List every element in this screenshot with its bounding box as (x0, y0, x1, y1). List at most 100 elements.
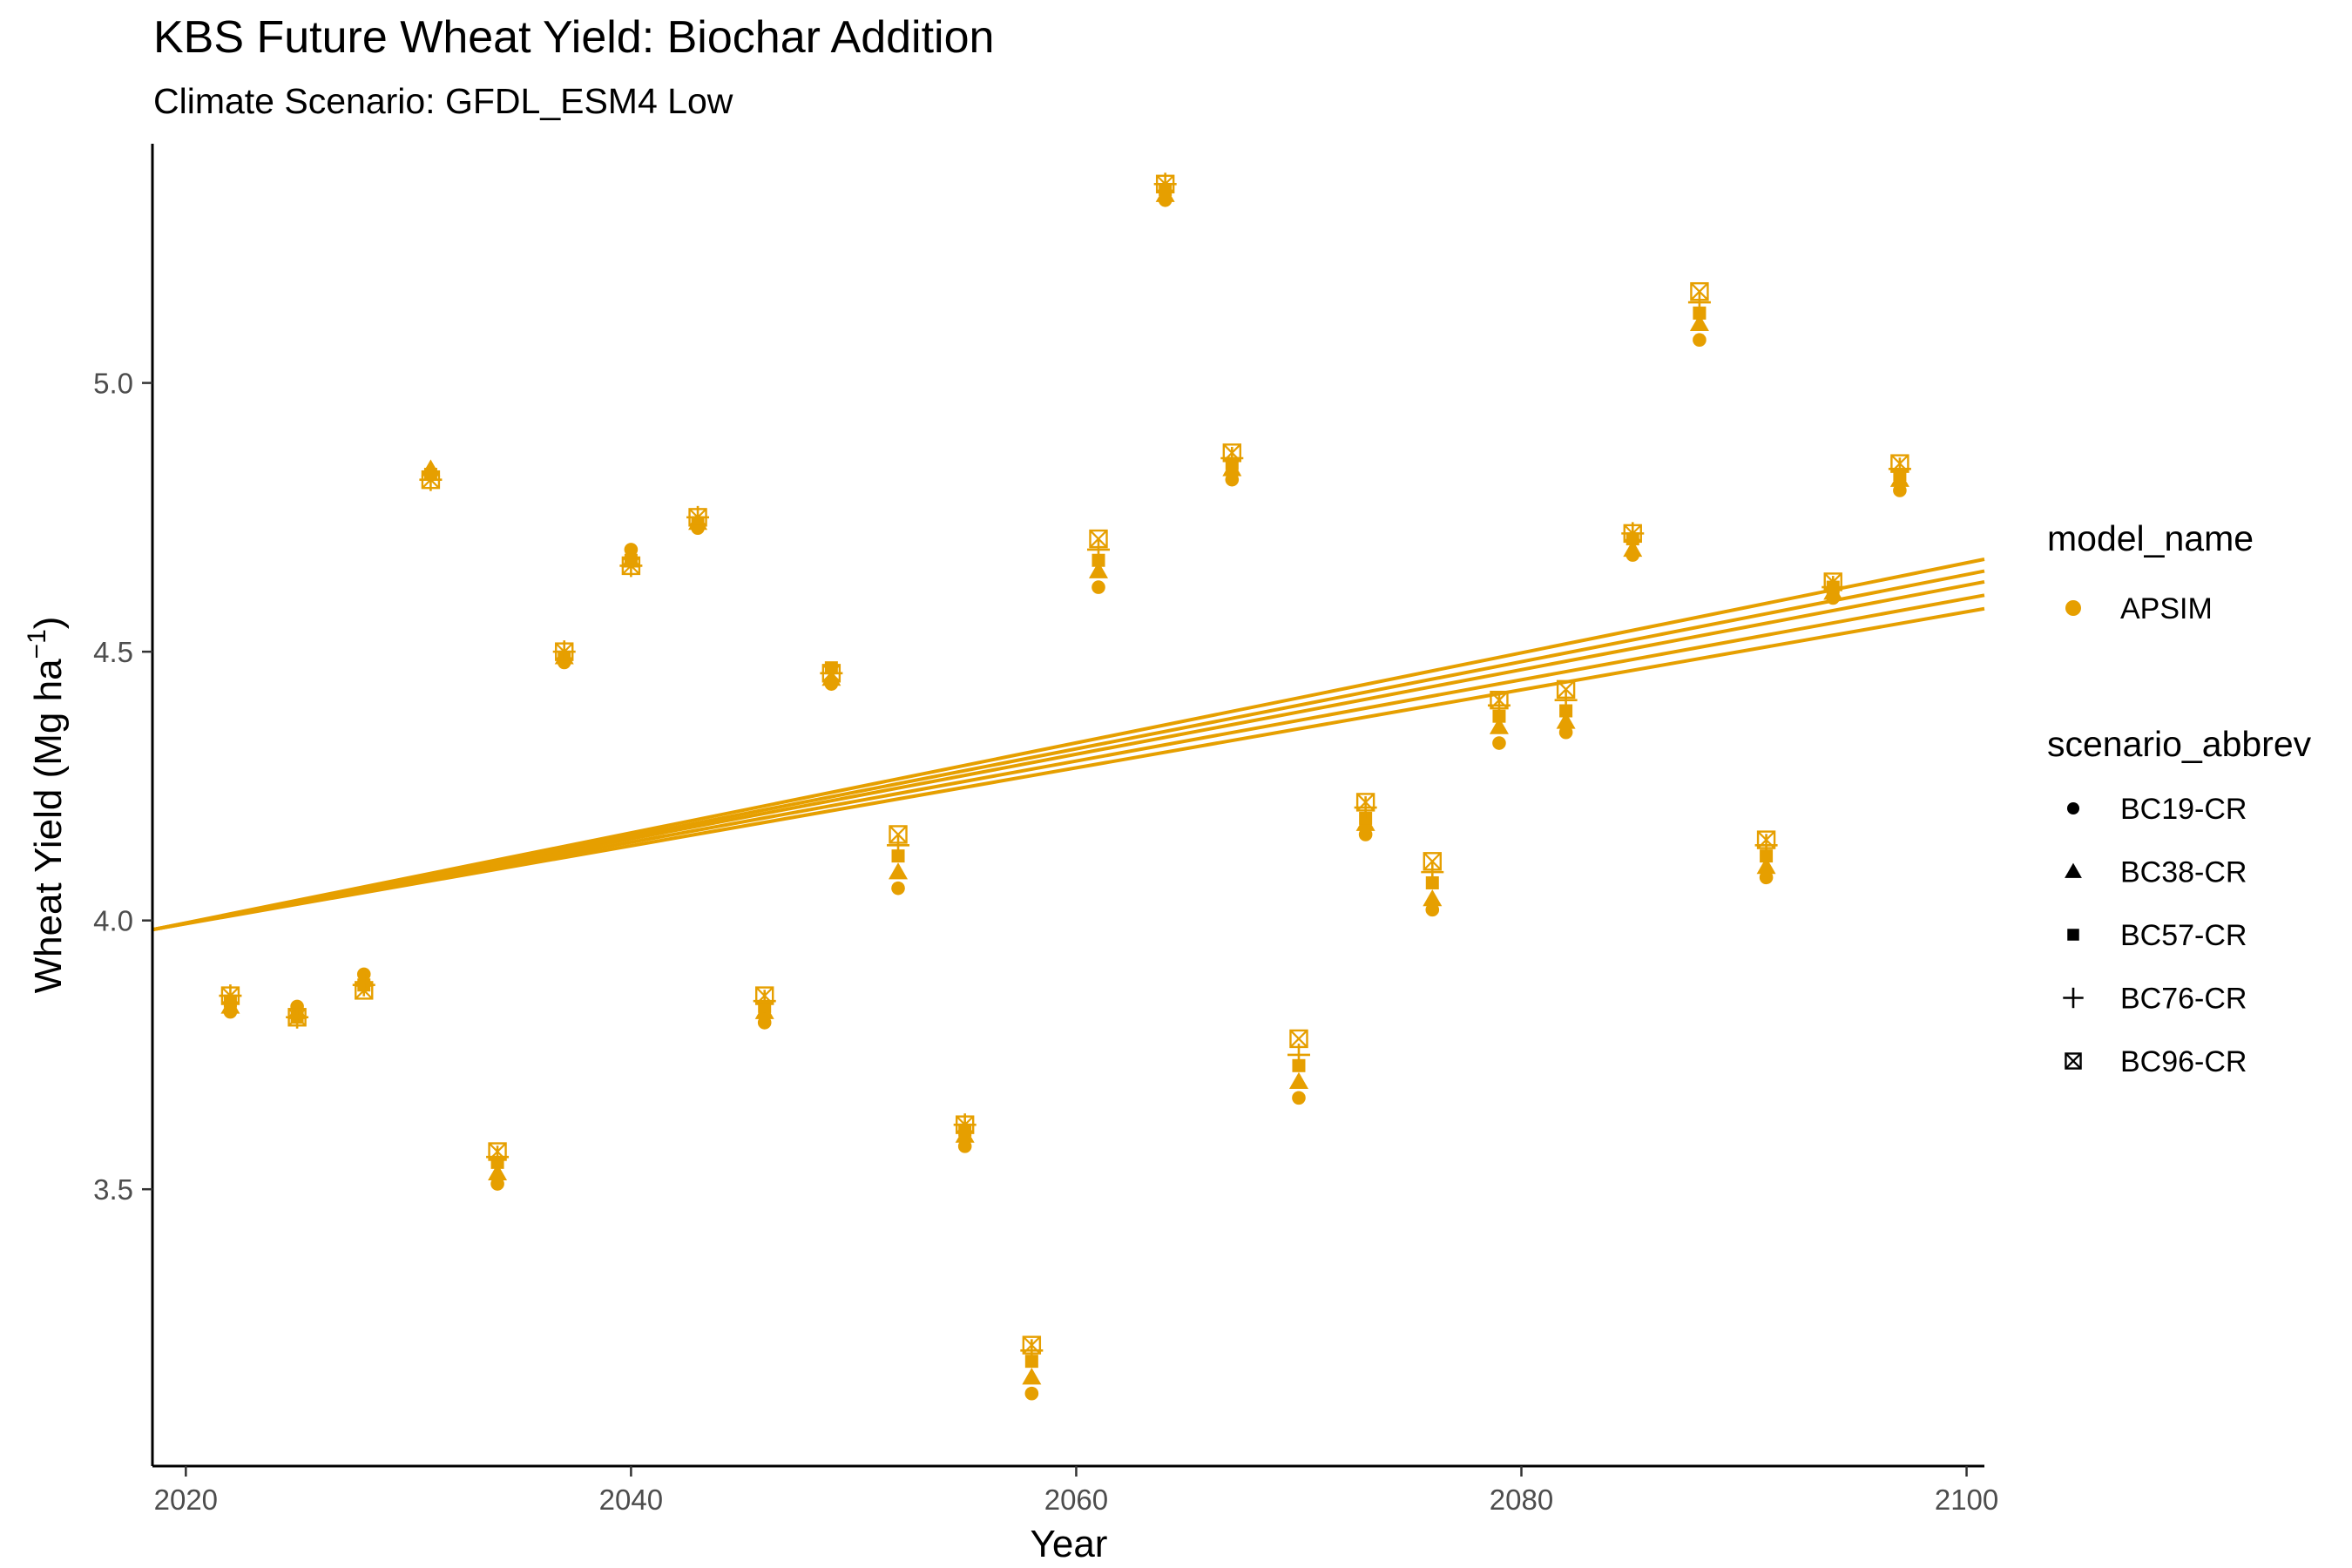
y-tick-label: 4.0 (93, 905, 133, 937)
data-point (1088, 561, 1108, 578)
legend-scenario-label: BC76-CR (2120, 983, 2247, 1016)
legend-scenario-key (2063, 987, 2084, 1009)
data-point (821, 664, 841, 683)
legend-scenario-key (2066, 801, 2080, 815)
data-point (688, 508, 707, 527)
data-point (1689, 314, 1709, 331)
data-point (757, 1016, 772, 1030)
data-point (1225, 472, 1240, 487)
data-point (1489, 717, 1509, 734)
legend-scenario-entry: BC57-CR (2067, 919, 2247, 952)
data-point (1086, 537, 1110, 561)
data-point (1756, 830, 1776, 849)
data-point (957, 1139, 972, 1153)
data-point (1423, 889, 1443, 907)
legend-scenario-entry: BC76-CR (2063, 983, 2247, 1016)
data-point (1893, 483, 1907, 497)
data-point (1556, 679, 1576, 700)
legend-model-entry: APSIM (2065, 592, 2213, 625)
y-tick-label: 4.5 (93, 636, 133, 668)
data-point (1355, 793, 1375, 812)
data-point (1756, 856, 1776, 875)
data-point (1425, 902, 1440, 917)
data-point (1687, 291, 1711, 314)
data-point (1558, 725, 1573, 740)
data-point (624, 543, 639, 557)
trend-lines (152, 558, 1985, 932)
data-point (891, 881, 905, 896)
legend-scenario-key (2065, 862, 2082, 878)
y-tick-label: 5.0 (93, 368, 133, 400)
data-point (1024, 1386, 1039, 1401)
data-point (1554, 688, 1578, 712)
data-point (1693, 333, 1707, 348)
data-point (1022, 1368, 1042, 1385)
data-point (887, 834, 910, 857)
data-point (1421, 861, 1444, 884)
data-point (1289, 1029, 1308, 1049)
legend-scenario-entry: BC96-CR (2065, 1045, 2247, 1078)
data-point (1222, 443, 1242, 463)
legend-model-label: APSIM (2120, 592, 2213, 625)
legend-scenario-label: BC96-CR (2120, 1045, 2247, 1078)
x-tick-label: 2020 (154, 1484, 218, 1516)
chart-subtitle: Climate Scenario: GFDL_ESM4 Low (153, 81, 733, 121)
data-point (555, 642, 574, 661)
legend-scenario-title: scenario_abbrev (2047, 724, 2312, 764)
data-point (1623, 539, 1643, 558)
data-point (755, 986, 774, 1005)
legend-scenario-label: BC57-CR (2120, 919, 2247, 952)
data-point (621, 556, 641, 576)
legend-model-title: model_name (2047, 518, 2254, 558)
legend-scenario-key (2065, 1052, 2082, 1070)
legend-scenario-label: BC38-CR (2120, 856, 2247, 889)
trend-line-bc38-cr (152, 593, 1985, 932)
y-axis-label-superscript: −1 (23, 629, 51, 659)
x-axis-label: Year (1031, 1523, 1108, 1565)
y-axis-label-main: Wheat Yield (Mg ha (27, 659, 70, 993)
x-tick-label: 2060 (1044, 1484, 1108, 1516)
data-point (490, 1177, 504, 1191)
data-point (488, 1142, 507, 1161)
series-bc96-cr (220, 174, 1909, 1355)
y-axis-label: Wheat Yield (Mg ha−1) (23, 617, 70, 994)
data-point (1890, 454, 1909, 473)
data-point (889, 825, 908, 844)
legend-scenario-entry: BC38-CR (2065, 856, 2247, 889)
data-point (1492, 736, 1506, 750)
legend-scenario-label: BC19-CR (2120, 793, 2247, 826)
data-point (488, 1163, 508, 1180)
x-axis-ticks: 2020 2040 2060 2080 2100 (154, 1466, 1998, 1516)
data-point (955, 1115, 975, 1134)
trend-line-bc96-cr (152, 558, 1985, 932)
data-point (1690, 281, 1709, 301)
legend-scenario-entry: BC19-CR (2066, 793, 2247, 826)
data-point (1288, 1071, 1308, 1090)
legend-model-entries: APSIM (2065, 592, 2213, 625)
legend: model_name scenario_abbrev APSIM BC19-CR… (2047, 518, 2312, 1078)
data-point (1423, 852, 1442, 871)
data-point (1092, 580, 1105, 594)
data-point (1823, 572, 1842, 591)
x-tick-label: 2100 (1935, 1484, 1998, 1516)
x-tick-label: 2040 (599, 1484, 663, 1516)
data-point (1155, 174, 1175, 193)
data-point (287, 1008, 307, 1027)
data-point (1022, 1335, 1042, 1355)
x-tick-label: 2080 (1490, 1484, 1553, 1516)
data-points (219, 172, 1911, 1401)
data-point (1623, 524, 1642, 544)
data-point (1292, 1091, 1306, 1105)
trend-line-bc57-cr (152, 579, 1985, 932)
data-point (1556, 712, 1576, 729)
trend-line-bc19-cr (152, 606, 1985, 932)
legend-scenario-key (2067, 929, 2079, 941)
chart-title: KBS Future Wheat Yield: Biochar Addition (153, 12, 994, 63)
y-axis-ticks: 3.5 4.0 4.5 5.0 (93, 368, 152, 1206)
data-point (1490, 690, 1509, 710)
y-axis-label-end: ) (27, 617, 70, 630)
data-point (1358, 828, 1373, 841)
trend-line-bc76-cr (152, 569, 1985, 932)
